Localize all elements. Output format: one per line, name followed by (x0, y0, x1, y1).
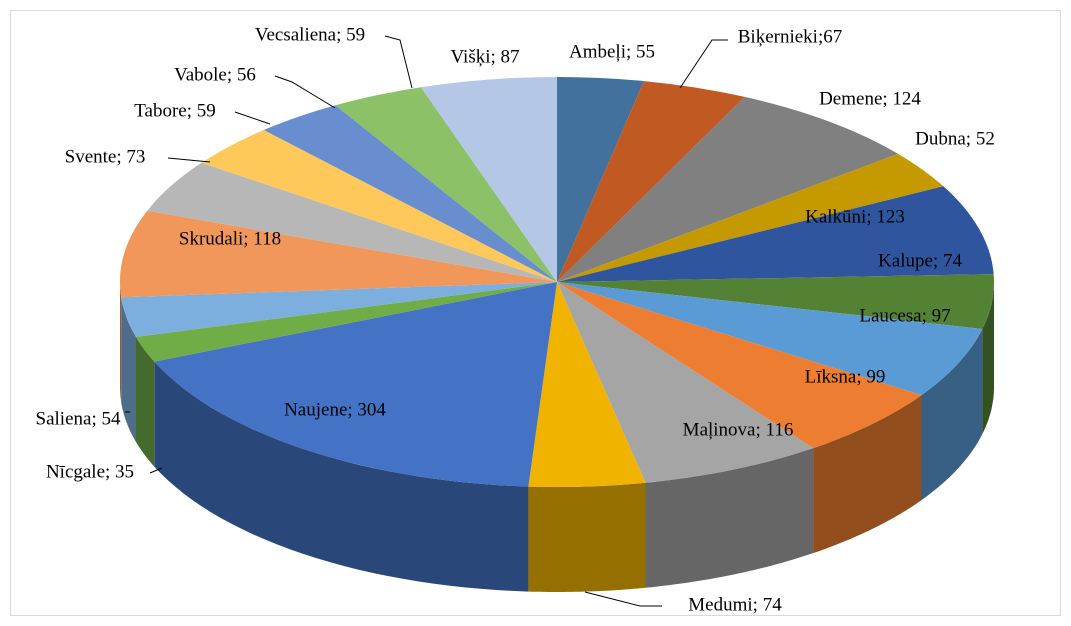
slice (557, 186, 994, 282)
data-label: Medumi; 74 (688, 594, 782, 615)
data-label: Ambeļi; 55 (569, 41, 655, 62)
slice (557, 96, 899, 282)
slice (263, 105, 557, 282)
data-label: Nīcgale; 35 (46, 461, 134, 482)
slice (120, 210, 558, 298)
slice-side (136, 336, 155, 467)
slice-side (813, 395, 922, 554)
slice (557, 282, 983, 396)
data-label: Vecsaliena; 59 (255, 24, 365, 45)
data-label: Biķernieki;67 (738, 26, 842, 47)
slice (557, 153, 944, 282)
slice (135, 282, 557, 362)
slice-side (121, 297, 136, 442)
slice-side (645, 448, 814, 588)
slice (557, 282, 922, 449)
leader-line (584, 591, 662, 607)
leader-line (167, 157, 211, 163)
data-label: Līksna; 99 (805, 366, 886, 387)
leader-line (679, 39, 728, 89)
slice-side (528, 482, 646, 592)
slice (528, 282, 646, 487)
data-label: Dubna; 52 (915, 128, 995, 149)
slice (420, 77, 557, 282)
slice (557, 274, 994, 329)
data-label: Kalkūni; 123 (805, 206, 905, 227)
slice (557, 282, 814, 483)
slice-side (120, 282, 122, 403)
data-label: Vabole; 56 (174, 64, 256, 85)
slice (147, 162, 557, 282)
data-label: Saliena; 54 (36, 408, 121, 429)
leader-line (149, 467, 163, 474)
leader-line (274, 75, 336, 109)
data-label: Višķi; 87 (450, 46, 519, 67)
slice (154, 282, 557, 487)
data-label: Tabore; 59 (134, 100, 216, 121)
leader-line (234, 111, 271, 125)
slice (557, 77, 644, 282)
slice-side (921, 329, 983, 501)
slice (335, 87, 557, 283)
slice (201, 129, 558, 282)
data-label: Naujene; 304 (284, 399, 386, 420)
slice (121, 282, 558, 337)
data-label: Demene; 124 (819, 88, 921, 109)
data-label: Maļinova; 116 (683, 419, 794, 440)
leader-line (384, 35, 413, 89)
data-label: Kalupe; 74 (878, 250, 962, 271)
data-label: Svente; 73 (65, 146, 146, 167)
slice-side (982, 282, 994, 434)
slice (557, 81, 745, 282)
slice-side (154, 361, 529, 592)
data-label: Skrudali; 118 (179, 228, 281, 249)
data-label: Laucesa; 97 (859, 305, 950, 326)
